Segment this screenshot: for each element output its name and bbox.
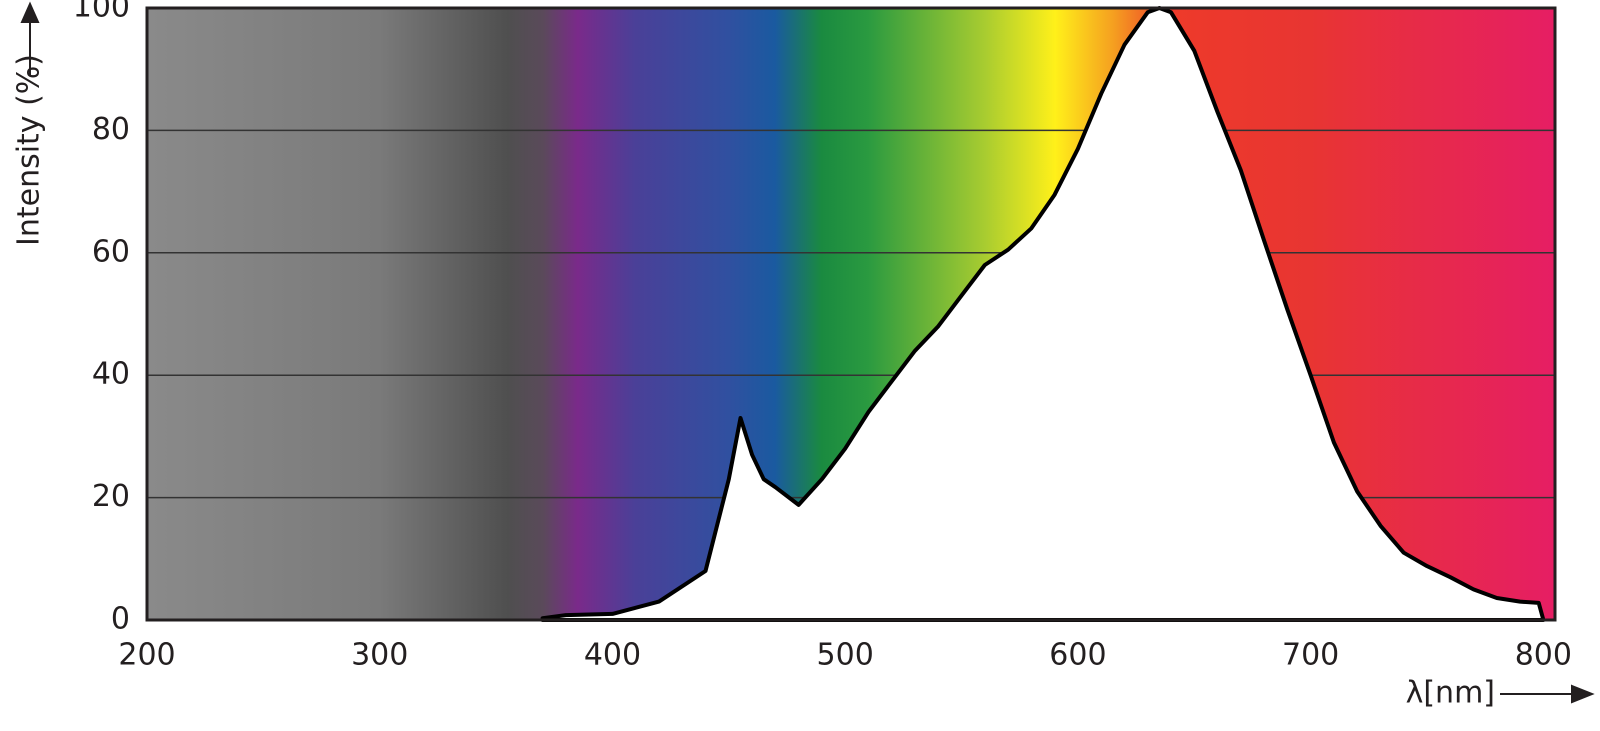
plot-border xyxy=(145,6,1557,622)
y-tick-label: 0 xyxy=(111,602,130,637)
y-axis-label: Intensity (%) xyxy=(12,54,47,246)
y-axis-arrow xyxy=(20,1,40,75)
x-tick-label: 400 xyxy=(584,638,641,673)
x-tick-label: 600 xyxy=(1049,638,1106,673)
y-tick-label: 100 xyxy=(73,0,130,25)
x-tick-label: 500 xyxy=(817,638,874,673)
x-tick-label: 300 xyxy=(351,638,408,673)
x-axis-arrow xyxy=(1500,684,1595,704)
spectrum-area xyxy=(540,6,1546,622)
y-tick-label: 40 xyxy=(92,357,130,392)
plot-area xyxy=(145,6,1557,622)
x-axis-label: λ[nm] xyxy=(1406,676,1495,711)
y-tick-label: 60 xyxy=(92,234,130,269)
x-tick-label: 200 xyxy=(118,638,175,673)
y-tick-label: 80 xyxy=(92,112,130,147)
y-tick-label: 20 xyxy=(92,479,130,514)
x-tick-label: 700 xyxy=(1282,638,1339,673)
x-tick-label: 800 xyxy=(1515,638,1572,673)
